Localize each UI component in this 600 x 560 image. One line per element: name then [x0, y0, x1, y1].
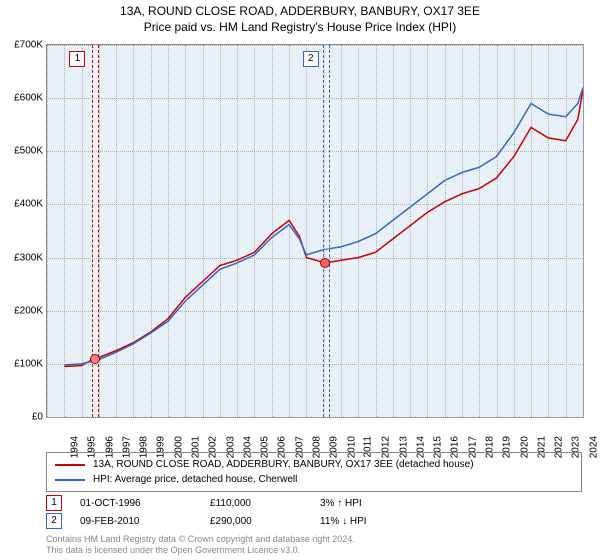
chart-title: 13A, ROUND CLOSE ROAD, ADDERBURY, BANBUR…: [0, 4, 600, 20]
chart-header: 13A, ROUND CLOSE ROAD, ADDERBURY, BANBUR…: [0, 0, 600, 35]
transaction-point-icon: [90, 354, 100, 364]
transaction-price: £290,000: [210, 516, 320, 527]
chart-lines-layer: [47, 45, 583, 417]
legend-row: HPI: Average price, detached house, Cher…: [55, 472, 573, 487]
legend-label: HPI: Average price, detached house, Cher…: [93, 472, 297, 487]
marker-label: 1: [69, 51, 85, 67]
legend-swatch: [55, 479, 85, 481]
marker-band: [323, 45, 330, 417]
footer-attribution: Contains HM Land Registry data © Crown c…: [46, 534, 355, 556]
transaction-point-icon: [320, 258, 330, 268]
y-tick-label: £0: [1, 412, 43, 423]
chart-plot-area: 12 £0£100K£200K£300K£400K£500K£600K£700K…: [46, 44, 584, 418]
transaction-marker-icon: 1: [46, 495, 62, 511]
transaction-price: £110,000: [210, 498, 320, 509]
x-tick-label: 2024: [588, 436, 599, 458]
arrow-up-icon: ↑: [337, 498, 342, 509]
y-tick-label: £500K: [1, 146, 43, 157]
legend-row: 13A, ROUND CLOSE ROAD, ADDERBURY, BANBUR…: [55, 457, 573, 472]
transaction-marker-icon: 2: [46, 513, 62, 529]
transaction-pct: 3% ↑ HPI: [320, 498, 470, 509]
y-tick-label: £600K: [1, 93, 43, 104]
footer-line: Contains HM Land Registry data © Crown c…: [46, 534, 355, 545]
y-tick-label: £300K: [1, 252, 43, 263]
y-tick-label: £100K: [1, 358, 43, 369]
marker-label: 2: [303, 51, 319, 67]
footer-line: This data is licensed under the Open Gov…: [46, 545, 355, 556]
arrow-down-icon: ↓: [342, 516, 347, 527]
transaction-date: 01-OCT-1996: [80, 498, 210, 509]
legend-label: 13A, ROUND CLOSE ROAD, ADDERBURY, BANBUR…: [93, 457, 474, 472]
transaction-table: 1 01-OCT-1996 £110,000 3% ↑ HPI 2 09-FEB…: [46, 494, 582, 530]
transaction-date: 09-FEB-2010: [80, 516, 210, 527]
y-tick-label: £700K: [1, 40, 43, 51]
transaction-pct: 11% ↓ HPI: [320, 516, 470, 527]
table-row: 2 09-FEB-2010 £290,000 11% ↓ HPI: [46, 512, 582, 530]
legend-swatch: [55, 464, 85, 466]
y-tick-label: £200K: [1, 305, 43, 316]
table-row: 1 01-OCT-1996 £110,000 3% ↑ HPI: [46, 494, 582, 512]
chart-legend: 13A, ROUND CLOSE ROAD, ADDERBURY, BANBUR…: [46, 452, 582, 492]
chart-subtitle: Price paid vs. HM Land Registry's House …: [0, 20, 600, 36]
y-tick-label: £400K: [1, 199, 43, 210]
